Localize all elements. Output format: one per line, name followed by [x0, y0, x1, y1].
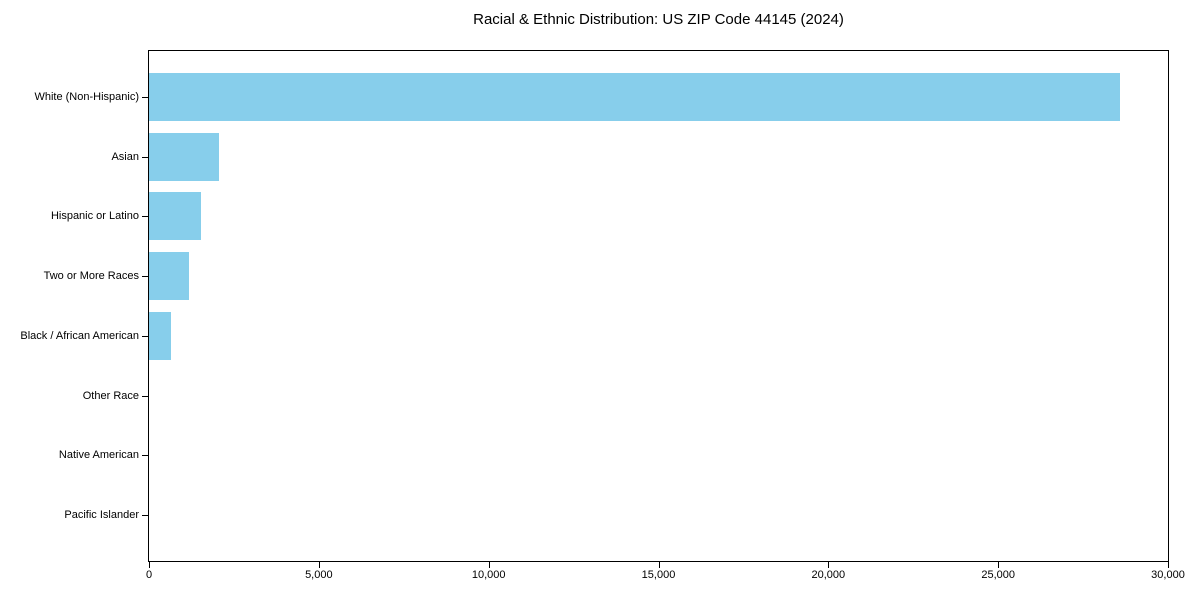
y-axis-label-other-race: Other Race	[82, 389, 139, 402]
y-axis-tick	[142, 216, 148, 218]
x-axis-label-15000: 15,000	[641, 569, 676, 581]
y-axis-label-native-american: Native American	[58, 449, 139, 462]
x-axis-tick	[828, 562, 830, 568]
y-axis-tick	[142, 395, 148, 397]
bar-two-or-more-races	[149, 252, 190, 301]
x-axis-tick	[149, 562, 150, 568]
y-axis-tick	[142, 455, 148, 457]
bar-asian	[149, 132, 219, 181]
x-axis-label-30000: 30,000	[1151, 569, 1185, 581]
y-axis-tick	[142, 514, 148, 516]
y-axis-label-hispanic-or-latino: Hispanic or Latino	[50, 210, 139, 223]
bar-black-african-american	[149, 311, 172, 360]
y-axis-tick	[142, 335, 148, 337]
chart-title: Racial & Ethnic Distribution: US ZIP Cod…	[473, 11, 844, 28]
x-axis-tick	[658, 562, 660, 568]
x-axis-label-0: 0	[145, 569, 153, 581]
x-axis-label-5000: 5,000	[305, 569, 333, 581]
y-axis-tick	[142, 97, 148, 98]
x-axis-label-25000: 25,000	[981, 569, 1015, 581]
x-axis-tick	[318, 562, 320, 568]
x-axis-tick	[488, 562, 490, 568]
plot-area: White (Non-Hispanic) Asian Hispanic or Lat…	[20, 50, 1185, 581]
x-axis-tick	[998, 562, 1000, 568]
y-axis-label-asian: Asian	[111, 150, 139, 163]
y-axis-label-white-non-hispanic: White (Non-Hispanic)	[34, 91, 139, 103]
y-axis-label-two-or-more-races: Two or More Races	[43, 270, 139, 283]
x-axis-label-20000: 20,000	[811, 569, 846, 581]
y-axis-label-black-african-american: Black / African American	[20, 329, 139, 342]
y-axis-tick	[142, 276, 148, 278]
bar-hispanic-or-latino	[149, 192, 201, 241]
x-axis-tick	[1168, 562, 1169, 568]
x-axis-label-10000: 10,000	[471, 569, 506, 581]
bar-white-non-hispanic	[149, 73, 1120, 121]
y-axis-tick	[142, 156, 148, 158]
y-axis-label-pacific-islander: Pacific Islander	[64, 508, 139, 521]
